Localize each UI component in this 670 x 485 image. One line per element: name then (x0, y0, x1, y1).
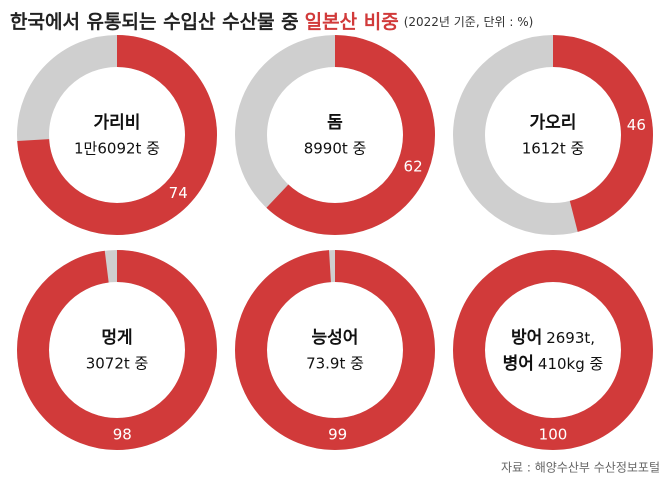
fish-name: 멍게 (101, 328, 132, 348)
donut-share (235, 35, 435, 235)
source: 자료 : 해양수산부 수산정보포털 (501, 461, 660, 475)
fish-name: 가리비 (94, 113, 141, 133)
fish-name: 가오리 (530, 113, 577, 133)
donut-share (453, 250, 653, 450)
donut-share (453, 35, 653, 235)
donut-share (17, 250, 217, 450)
amount: 1만6092t 중 (74, 140, 160, 158)
amount: 1612t 중 (522, 140, 585, 158)
title-highlight: 일본산 비중 (305, 11, 399, 33)
title-note: (2022년 기준, 단위 : %) (404, 15, 534, 29)
value-label: 99 (328, 425, 347, 443)
amount: 3072t 중 (86, 355, 149, 373)
amount: 8990t 중 (304, 140, 367, 158)
amount: 410kg 중 (538, 355, 603, 373)
title: 한국에서 유통되는 수입산 수산물 중 일본산 비중 (2022년 기준, 단위 :… (10, 11, 533, 33)
fish-name: 병어 (503, 354, 534, 374)
fish-name: 능성어 (312, 328, 359, 348)
amount: 73.9t 중 (306, 355, 364, 373)
value-label: 98 (113, 425, 132, 443)
center-label: 병어 410kg 중 (503, 354, 604, 374)
center-label: 방어 2693t, (511, 328, 595, 348)
value-label: 74 (169, 184, 188, 202)
fish-name: 돔 (327, 113, 343, 133)
amount: 2693t, (546, 329, 595, 347)
donut-share (235, 250, 435, 450)
fish-name: 방어 (511, 328, 542, 348)
title-main: 한국에서 유통되는 수입산 수산물 중 (10, 11, 299, 33)
value-label: 46 (627, 116, 646, 134)
value-label: 100 (539, 426, 568, 444)
value-label: 62 (404, 157, 423, 175)
donut-share (17, 35, 217, 235)
